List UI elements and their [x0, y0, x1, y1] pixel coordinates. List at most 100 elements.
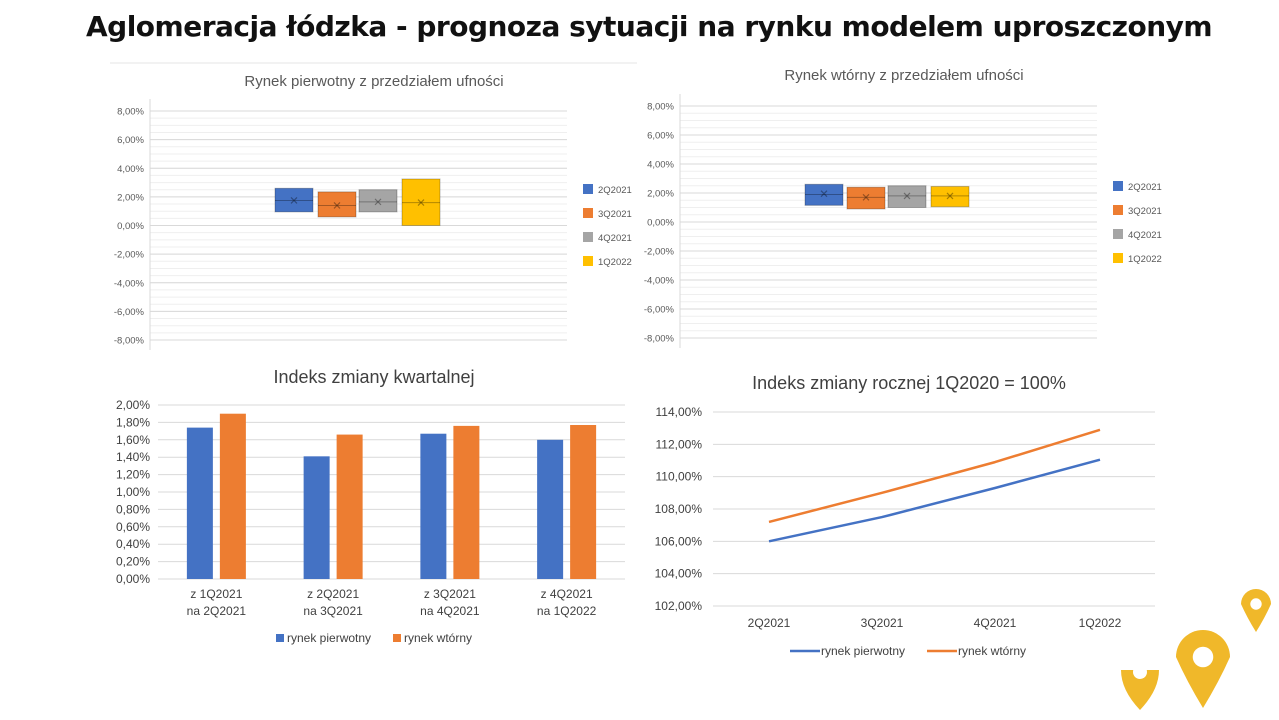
y-tick-label: 0,00% — [116, 572, 150, 586]
map-pin-icon — [1121, 670, 1159, 710]
mean-marker — [903, 192, 911, 200]
legend-swatch — [583, 232, 593, 242]
bar-rynek pierwotny — [420, 433, 447, 579]
box-1Q2022 — [930, 185, 970, 208]
y-tick-label: 0,60% — [116, 520, 150, 534]
y-tick-label: 1,40% — [116, 450, 150, 464]
legend-label: 2Q2021 — [598, 185, 632, 196]
x-tick-label: 2Q2021 — [748, 616, 791, 630]
y-tick-label: 0,20% — [116, 555, 150, 569]
legend-swatch — [1113, 205, 1123, 215]
map-pin-hole — [1192, 646, 1214, 668]
map-pin-icon — [1241, 589, 1271, 632]
line-rynek pierwotny — [768, 458, 1101, 543]
bar-rynek wtórny — [336, 434, 363, 579]
legend-label: 1Q2022 — [1128, 254, 1162, 265]
legend-label: rynek pierwotny — [821, 644, 905, 658]
chart-title: Rynek pierwotny z przedziałem ufności — [244, 73, 503, 90]
legend-label: 2Q2021 — [1128, 182, 1162, 193]
chart-title: Rynek wtórny z przedziałem ufności — [784, 67, 1023, 84]
x-tick-label: na 3Q2021 — [303, 604, 363, 618]
chart-title: Indeks zmiany kwartalnej — [273, 367, 474, 387]
y-tick-label: 1,60% — [116, 433, 150, 447]
legend-swatch — [1113, 229, 1123, 239]
y-tick-label: 104,00% — [655, 567, 703, 581]
map-pin-hole — [1133, 665, 1147, 679]
x-tick-label: na 2Q2021 — [187, 604, 247, 618]
y-tick-label: 106,00% — [655, 534, 703, 548]
mean-marker — [820, 190, 828, 198]
x-tick-label: 3Q2021 — [861, 616, 904, 630]
box-3Q2021 — [317, 191, 357, 218]
mean-marker — [374, 198, 382, 206]
y-tick-label: 2,00% — [647, 189, 674, 200]
chart-title: Indeks zmiany rocznej 1Q2020 = 100% — [752, 373, 1066, 393]
x-tick-label: z 1Q2021 — [190, 587, 242, 601]
legend-label: 3Q2021 — [598, 209, 632, 220]
bar-rynek wtórny — [219, 413, 246, 579]
mean-marker — [333, 202, 341, 209]
bar-rynek pierwotny — [186, 427, 213, 579]
x-tick-label: z 3Q2021 — [424, 587, 476, 601]
y-tick-label: -8,00% — [114, 336, 145, 347]
legend-label: 1Q2022 — [598, 257, 632, 268]
bar-rynek pierwotny — [303, 456, 330, 579]
y-tick-label: 0,80% — [116, 502, 150, 516]
y-tick-label: 110,00% — [656, 470, 703, 484]
x-tick-label: na 4Q2021 — [420, 604, 480, 618]
y-tick-label: 1,00% — [116, 485, 150, 499]
x-tick-label: na 1Q2022 — [537, 604, 597, 618]
y-tick-label: 8,00% — [117, 107, 144, 118]
y-tick-label: 108,00% — [655, 502, 703, 516]
y-tick-label: 102,00% — [655, 599, 703, 613]
y-tick-label: -2,00% — [114, 250, 145, 261]
mean-marker — [946, 192, 954, 200]
y-tick-label: 2,00% — [116, 398, 150, 412]
y-tick-label: -6,00% — [644, 305, 675, 316]
map-pin-hole — [1250, 598, 1262, 610]
y-tick-label: 6,00% — [117, 135, 144, 146]
legend-swatch — [1113, 181, 1123, 191]
x-tick-label: 4Q2021 — [974, 616, 1017, 630]
y-tick-label: -8,00% — [644, 334, 675, 345]
legend-swatch — [276, 634, 284, 642]
legend-swatch — [583, 208, 593, 218]
x-tick-label: 1Q2022 — [1079, 616, 1122, 630]
y-tick-label: 0,00% — [117, 221, 144, 232]
y-tick-label: 0,00% — [647, 218, 674, 229]
y-tick-label: -2,00% — [644, 247, 675, 258]
legend-swatch — [583, 256, 593, 266]
y-tick-label: 4,00% — [647, 160, 674, 171]
legend-label: 3Q2021 — [1128, 206, 1162, 217]
map-pin-icon — [1176, 630, 1230, 708]
line-rynek wtórny — [768, 428, 1101, 524]
x-tick-label: z 4Q2021 — [541, 587, 593, 601]
legend-label: 4Q2021 — [598, 233, 632, 244]
y-tick-label: 112,00% — [656, 437, 703, 451]
y-tick-label: 6,00% — [647, 131, 674, 142]
bar-rynek wtórny — [570, 425, 597, 579]
y-tick-label: 2,00% — [117, 192, 144, 203]
box-4Q2021 — [887, 185, 927, 208]
y-tick-label: 4,00% — [117, 164, 144, 175]
y-tick-label: -6,00% — [114, 307, 145, 318]
legend-label: rynek wtórny — [404, 631, 472, 645]
mean-marker — [417, 199, 425, 207]
x-tick-label: z 2Q2021 — [307, 587, 359, 601]
legend-label: rynek wtórny — [958, 644, 1026, 658]
y-tick-label: 0,40% — [116, 537, 150, 551]
legend-label: rynek pierwotny — [287, 631, 371, 645]
bar-rynek wtórny — [453, 425, 480, 579]
legend-swatch — [1113, 253, 1123, 263]
slide-title: Aglomeracja łódzka - prognoza sytuacji n… — [86, 10, 1213, 43]
mean-marker — [862, 193, 870, 201]
bar-rynek pierwotny — [537, 439, 564, 579]
y-tick-label: 1,80% — [116, 415, 150, 429]
mean-marker — [290, 197, 298, 204]
y-tick-label: 114,00% — [656, 405, 703, 419]
box-4Q2021 — [358, 189, 398, 213]
legend-swatch — [583, 184, 593, 194]
y-tick-label: -4,00% — [114, 278, 145, 289]
box-1Q2022 — [401, 178, 441, 226]
